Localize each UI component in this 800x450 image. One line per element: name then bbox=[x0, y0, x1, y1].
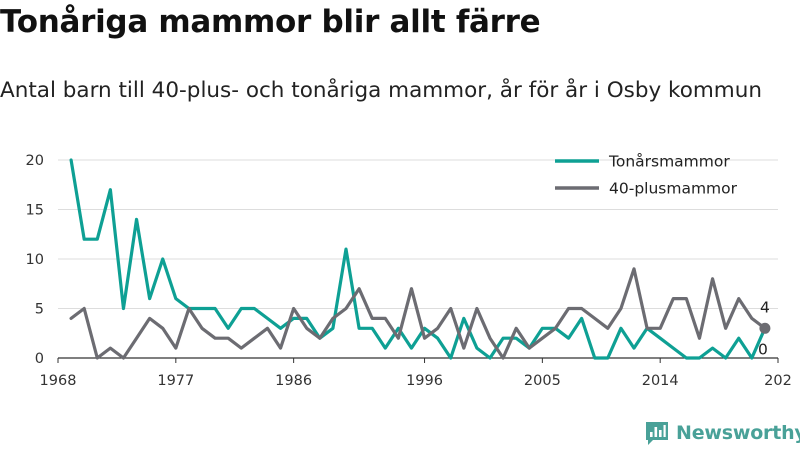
y-tick-label-20: 20 bbox=[26, 153, 44, 169]
brand-name: Newsworthy bbox=[676, 422, 800, 444]
end-marker-40-plusmammor bbox=[759, 322, 771, 334]
x-tick-label-2023: 202 bbox=[764, 373, 792, 389]
x-tick-label-1977: 1977 bbox=[157, 373, 194, 389]
x-tick-label-1968: 1968 bbox=[40, 373, 77, 389]
x-tick-label-2014: 2014 bbox=[642, 373, 679, 389]
newsworthy-icon bbox=[646, 422, 668, 445]
x-tick-label-2005: 2005 bbox=[524, 373, 561, 389]
x-tick-label-1996: 1996 bbox=[406, 373, 443, 389]
series-line-40-plusmammor bbox=[69, 267, 767, 360]
end-label-tonarsmammor: 0 bbox=[758, 340, 768, 358]
y-tick-label-0: 0 bbox=[35, 351, 44, 367]
newsworthy-logo: Newsworthy bbox=[644, 418, 800, 448]
end-label-40-plusmammor: 4 bbox=[760, 298, 770, 316]
legend-label-40-plusmammor: 40-plusmammor bbox=[609, 180, 738, 198]
y-tick-label-5: 5 bbox=[35, 302, 44, 318]
chart-title: Tonåriga mammor blir allt färre bbox=[0, 4, 541, 40]
x-tick-label-1986: 1986 bbox=[275, 373, 312, 389]
y-tick-label-10: 10 bbox=[26, 252, 44, 268]
series-line-tonarsmammor bbox=[69, 158, 767, 360]
chart-subtitle: Antal barn till 40-plus- och tonåriga ma… bbox=[0, 78, 763, 103]
y-tick-label-15: 15 bbox=[26, 203, 44, 219]
legend-label-tonarsmammor: Tonårsmammor bbox=[608, 153, 730, 171]
